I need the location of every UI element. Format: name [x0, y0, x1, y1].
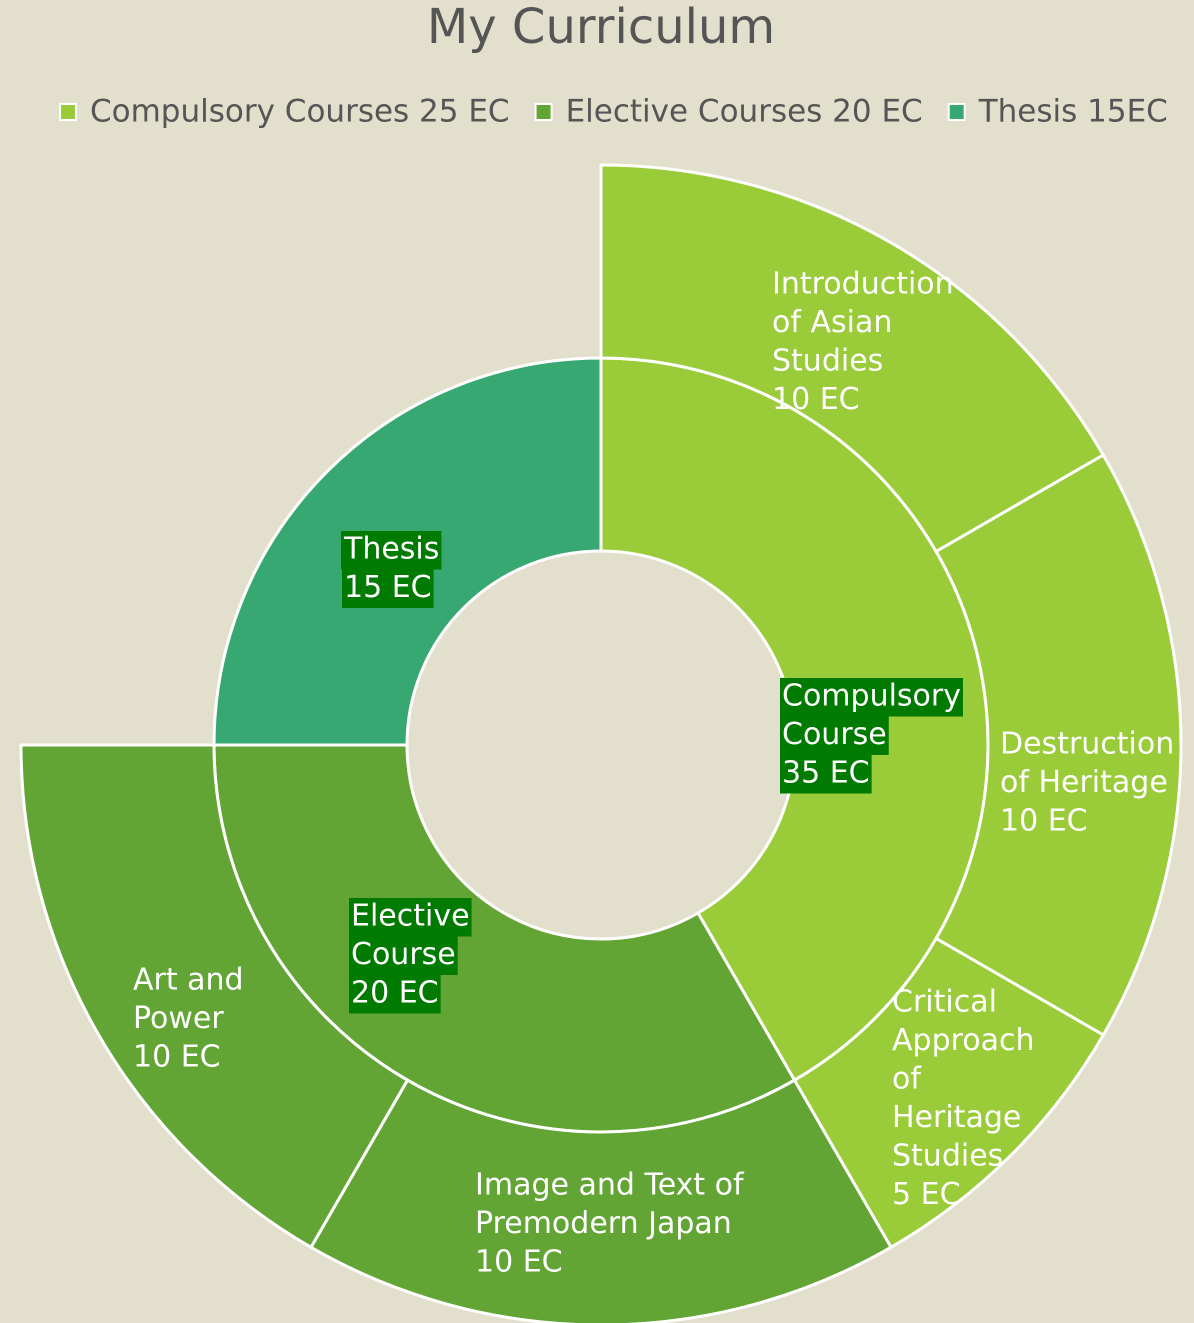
label-background [341, 531, 442, 570]
segment-label: 20 EC [351, 976, 439, 1011]
legend-swatch [534, 103, 553, 121]
outer-segment [308, 1078, 894, 1323]
segment-label: Introduction [772, 267, 954, 302]
segment-label: Approach [892, 1023, 1035, 1058]
label-background [349, 975, 441, 1014]
segment-label: of Heritage [1000, 765, 1168, 800]
segment-label: Destruction [1000, 727, 1174, 762]
segment-label: Studies [772, 344, 883, 379]
segment-label: Art and [133, 963, 244, 998]
outer-segment [599, 163, 1106, 554]
segment-label: 10 EC [772, 382, 860, 417]
label-background [780, 755, 872, 794]
segment-label: 15 EC [344, 570, 432, 605]
segment-label: Power [133, 1001, 224, 1036]
chart-title: My Curriculum [427, 0, 775, 55]
segment-label: 35 EC [782, 756, 870, 791]
segment-label: Course [351, 937, 456, 972]
segment-label: Compulsory [782, 679, 961, 714]
segment-label: Critical [892, 985, 997, 1020]
legend-label: Elective Courses 20 EC [566, 94, 923, 130]
segment-label: Premodern Japan [475, 1206, 732, 1241]
label-background [349, 898, 472, 937]
legend-label: Compulsory Courses 25 EC [90, 94, 510, 130]
segment-label: Studies [892, 1139, 1003, 1174]
outer-segment [19, 743, 410, 1250]
legend-swatch [947, 103, 966, 121]
legend-swatch [59, 103, 77, 121]
segment-label: Heritage [892, 1100, 1021, 1135]
segment-label: of [892, 1062, 922, 1097]
segment-label: Thesis [343, 532, 439, 567]
segment-label: Elective [351, 899, 470, 934]
label-background [342, 569, 434, 608]
segment-label: Course [782, 717, 887, 752]
segment-label: 10 EC [1000, 804, 1088, 839]
legend-label: Thesis 15EC [978, 94, 1168, 130]
segment-label: 5 EC [892, 1177, 961, 1212]
segment-label: Image and Text of [475, 1168, 745, 1203]
segment-label: of Asian [772, 305, 892, 340]
segment-label: 10 EC [133, 1040, 221, 1075]
segment-label: 10 EC [475, 1245, 563, 1280]
label-background [349, 936, 458, 975]
label-background [780, 716, 889, 755]
label-background [780, 678, 963, 717]
outer-segment [934, 452, 1183, 1038]
